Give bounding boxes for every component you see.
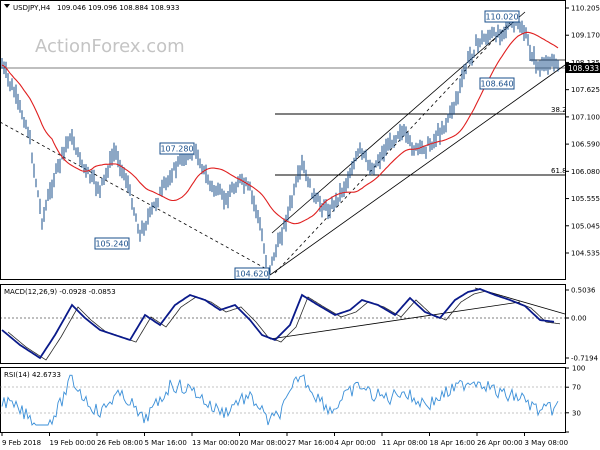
macd-y-axis: 0.5036 0.00 -0.7194 xyxy=(565,287,599,363)
y-tick-label: 0.5036 xyxy=(571,287,596,295)
x-tick-label: 5 Mar 16:00 xyxy=(145,439,187,447)
watermark: ActionForex.com xyxy=(35,36,185,57)
macd-panel: MACD(12,26,9) -0.0928 -0.0853 0.5036 0.00… xyxy=(0,284,599,364)
macd-panel-frame xyxy=(0,284,566,364)
macd-label: MACD(12,26,9) -0.0928 -0.0853 xyxy=(4,288,116,296)
annotation-104620: 104.620 xyxy=(234,267,270,280)
fib-61-label: 61.8 xyxy=(551,167,567,175)
x-tick-label: 13 Mar 00:00 xyxy=(192,439,239,447)
x-tick-label: 9 Feb 2018 xyxy=(2,439,41,447)
annotation-107280: 107.280 xyxy=(159,142,195,155)
rsi-y-axis: 100 70 30 xyxy=(565,365,585,433)
y-tick-label: 106.590 xyxy=(571,141,600,149)
x-tick-label: 26 Apr 00:00 xyxy=(477,439,523,447)
moving-average-line xyxy=(1,31,559,225)
y-tick-label: 106.080 xyxy=(571,168,600,176)
x-axis: 9 Feb 2018 19 Feb 00:00 26 Feb 08:00 5 Mar … xyxy=(1,432,569,447)
x-tick-label: 27 Mar 16:00 xyxy=(287,439,334,447)
annotation-label: 108.640 xyxy=(480,80,513,89)
dropdown-triangle-icon xyxy=(4,4,10,8)
annotation-box xyxy=(479,77,515,90)
x-tick-label: 3 May 08:00 xyxy=(525,439,569,447)
macd-signal-line xyxy=(7,290,561,361)
annotation-108640: 108.640 xyxy=(479,77,515,90)
annotation-105240: 105.240 xyxy=(94,237,130,250)
annotation-box xyxy=(159,142,195,155)
annotation-label: 110.020 xyxy=(485,13,518,22)
price-y-axis: 110.205 109.170 108.135 107.625 107.100 106.5… xyxy=(565,5,600,258)
rsi-panel-frame xyxy=(0,367,566,433)
price-panel-frame xyxy=(0,0,566,280)
rsi-panel: RSI(14) 42.6733 100 70 30 xyxy=(0,365,585,433)
annotation-label: 107.280 xyxy=(160,145,193,154)
x-tick-label: 20 Mar 08:00 xyxy=(240,439,287,447)
current-price-label: 108.933 xyxy=(568,64,599,73)
annotation-label: 104.620 xyxy=(235,270,268,279)
x-tick-label: 11 Apr 08:00 xyxy=(382,439,428,447)
fib-38-label: 38.2 xyxy=(551,106,567,114)
ohlc-values: 109.046 109.096 108.884 108.933 xyxy=(57,4,179,12)
y-tick-label: 108.135 xyxy=(571,59,600,67)
y-tick-label: 104.535 xyxy=(571,250,600,258)
y-tick-label: 70 xyxy=(572,384,581,392)
rsi-label: RSI(14) 42.6733 xyxy=(4,371,61,379)
annotation-label: 105.240 xyxy=(95,240,128,249)
macd-trend-line-lower xyxy=(269,301,521,340)
x-tick-label: 19 Feb 00:00 xyxy=(50,439,96,447)
y-tick-label: 107.625 xyxy=(571,86,600,94)
price-panel: ActionForex.com 38.2 61.8 USDJPY,H4 109.… xyxy=(0,0,600,280)
symbol-label: USDJPY,H4 xyxy=(13,4,51,12)
annotation-box xyxy=(484,10,520,23)
trend-dashed-line xyxy=(0,121,273,273)
y-tick-label: 30 xyxy=(572,409,581,417)
y-tick-label: 110.205 xyxy=(571,5,600,13)
y-tick-label: 107.100 xyxy=(571,113,600,121)
y-tick-label: 0.00 xyxy=(571,315,587,323)
y-tick-label: 105.555 xyxy=(571,195,600,203)
macd-main-line xyxy=(1,288,555,360)
annotation-box xyxy=(234,267,270,280)
y-tick-label: 100 xyxy=(572,365,585,373)
x-tick-label: 18 Apr 16:00 xyxy=(430,439,476,447)
rsi-line xyxy=(1,374,559,426)
annotation-110020: 110.020 xyxy=(484,10,520,23)
y-tick-label: 105.045 xyxy=(571,222,600,230)
channel-lower-line xyxy=(269,64,566,276)
y-tick-label: 109.170 xyxy=(571,32,600,40)
current-price-box xyxy=(566,63,600,73)
y-tick-label: -0.7194 xyxy=(571,355,599,363)
header: USDJPY,H4 109.046 109.096 108.884 108.93… xyxy=(4,4,179,12)
x-tick-label: 4 Apr 00:00 xyxy=(335,439,376,447)
x-tick-label: 26 Feb 08:00 xyxy=(97,439,143,447)
annotation-box xyxy=(94,237,130,250)
current-price-tag: 108.933 xyxy=(566,63,600,73)
